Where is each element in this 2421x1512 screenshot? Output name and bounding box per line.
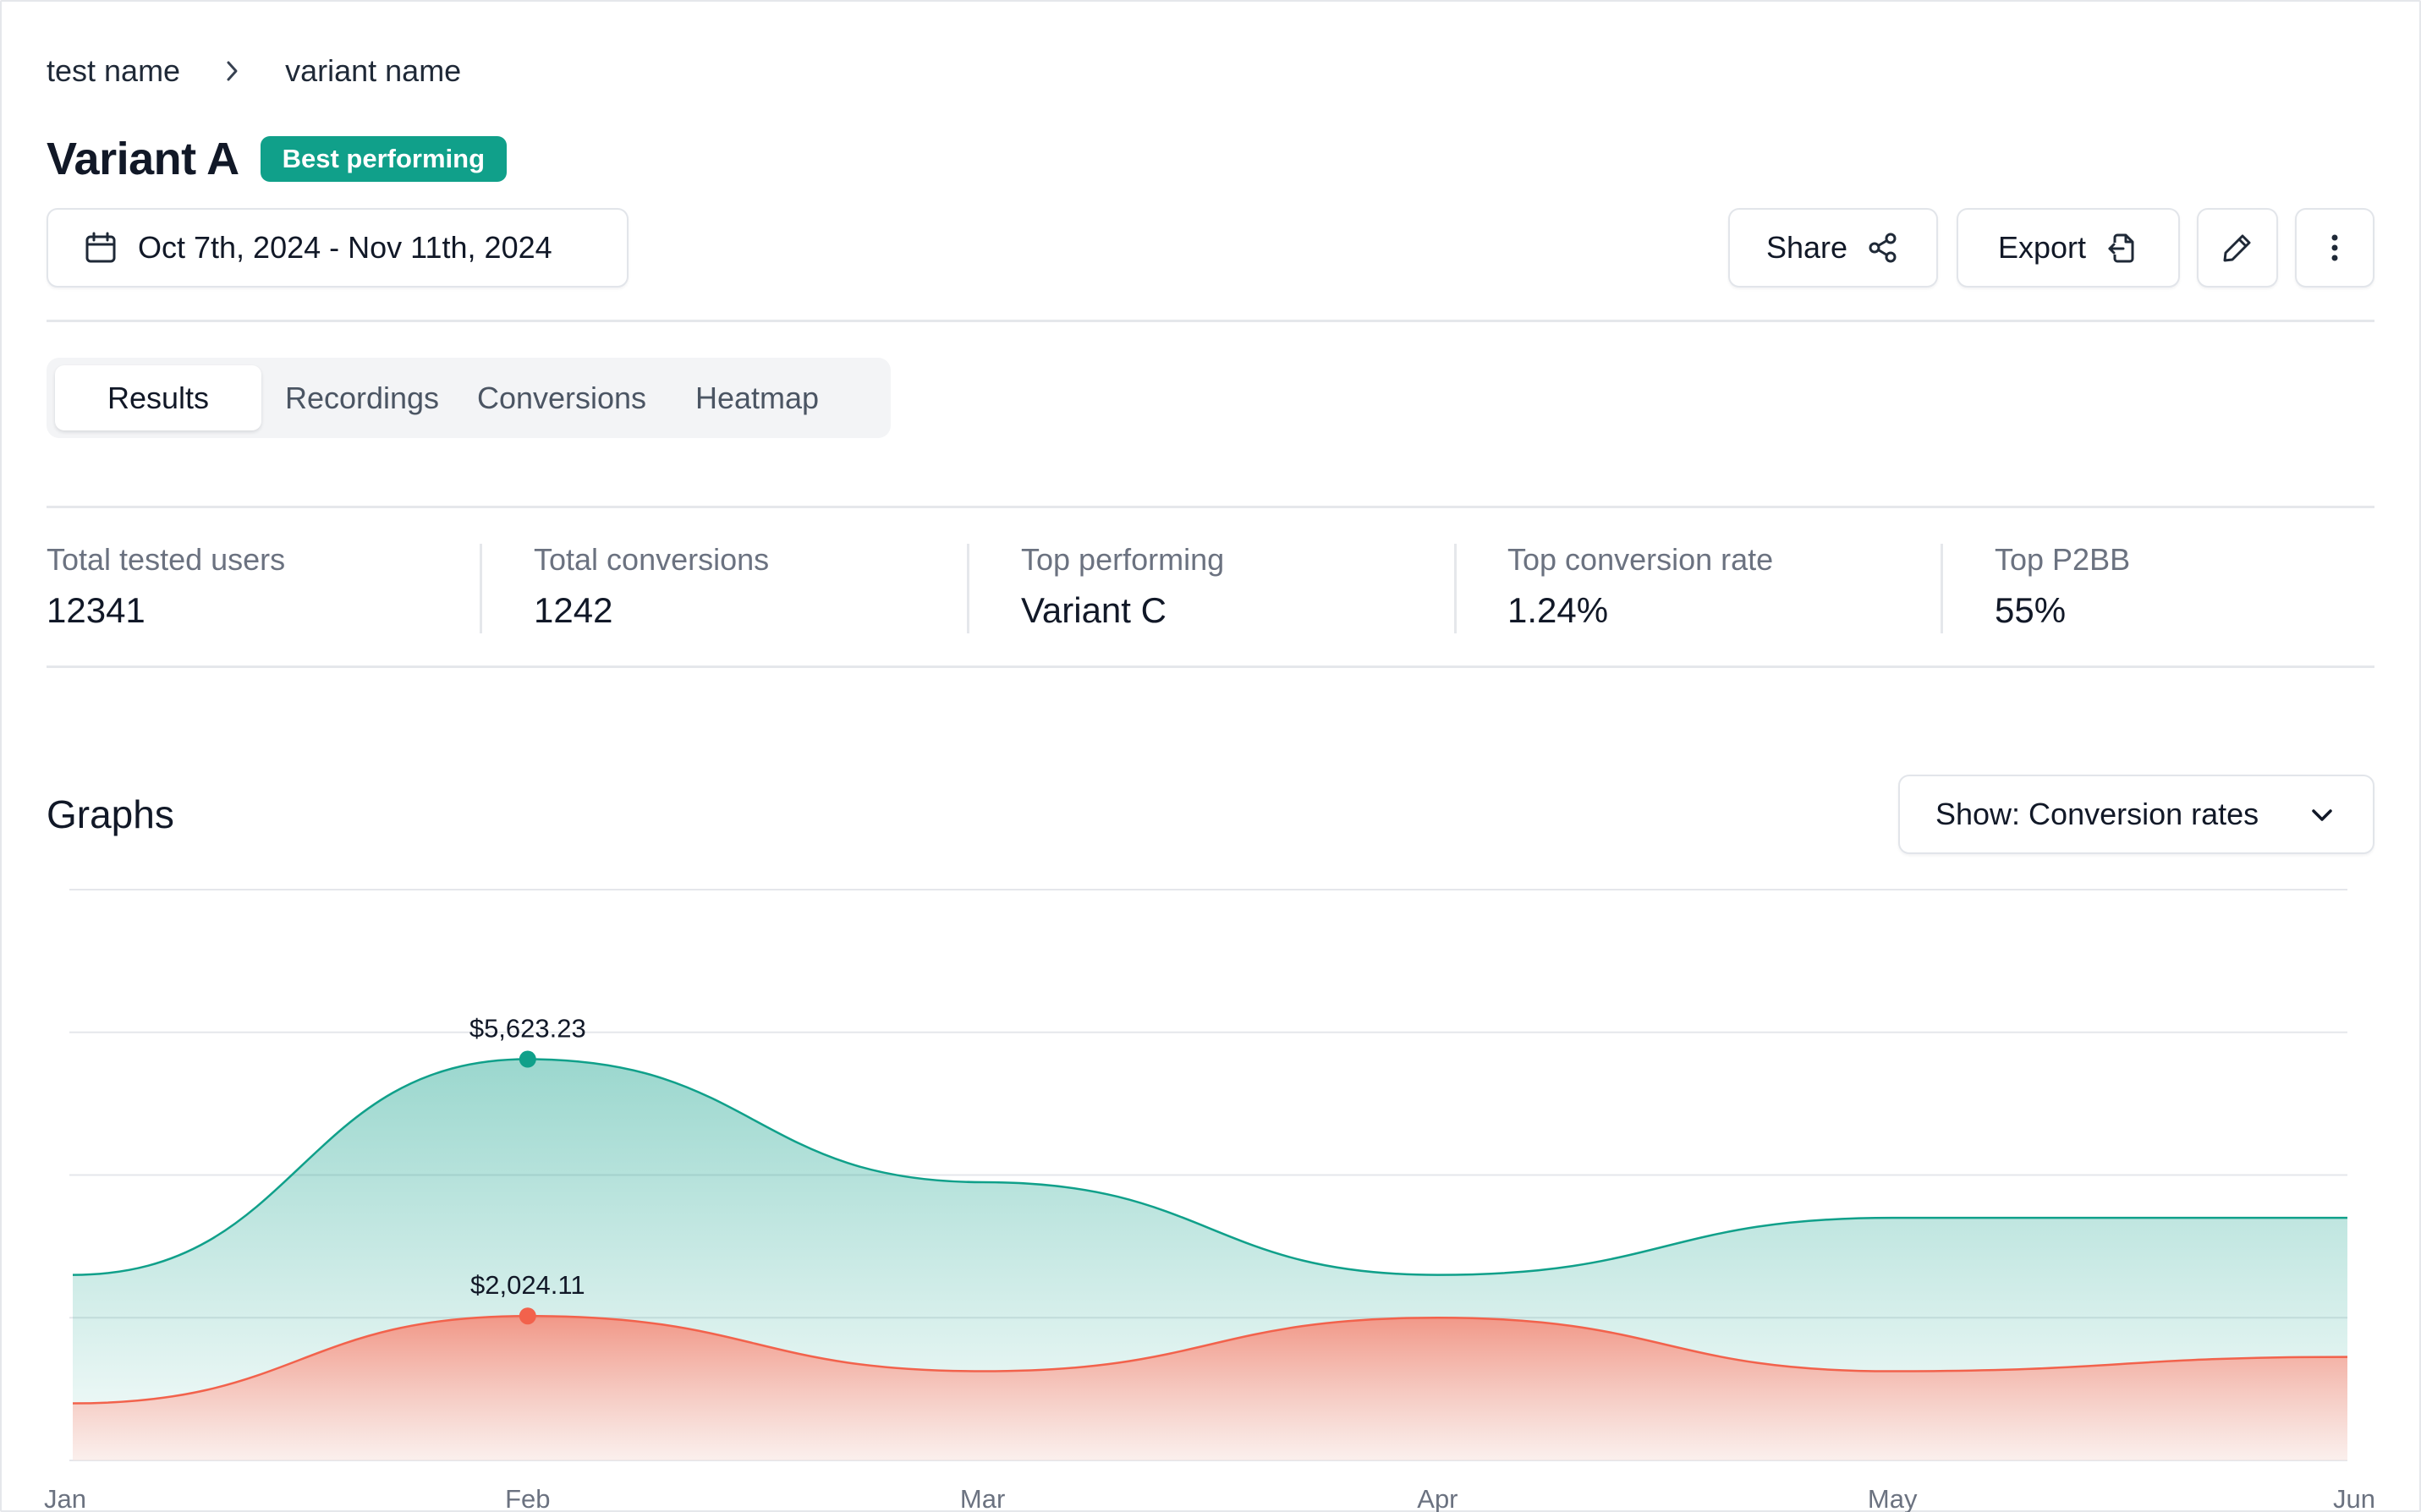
series-line-2 xyxy=(72,1314,2348,1405)
stat-label: Total tested users xyxy=(47,542,286,577)
export-icon xyxy=(2105,231,2138,265)
share-button[interactable]: Share xyxy=(1728,208,1938,288)
export-label: Export xyxy=(1997,230,2087,265)
stat-label: Top P2BB xyxy=(1995,542,2131,577)
tab-heatmap[interactable]: Heatmap xyxy=(694,380,820,415)
chevron-right-icon xyxy=(216,59,250,83)
stat-total-conversions: Total conversions 1242 xyxy=(534,541,769,636)
status-badge: Best performing xyxy=(260,136,508,182)
series-area-2 xyxy=(73,1316,2347,1460)
tab-bar: Results Recordings Conversions Heatmap xyxy=(47,358,891,438)
share-label: Share xyxy=(1765,230,1848,265)
date-range-picker[interactable]: Oct 7th, 2024 - Nov 11th, 2024 xyxy=(47,208,629,288)
show-metric-dropdown[interactable]: Show: Conversion rates xyxy=(1898,775,2374,854)
stat-top-p2bb: Top P2BB 55% xyxy=(1995,541,2130,636)
breadcrumb-parent-link[interactable]: test name xyxy=(47,53,181,88)
date-range-label: Oct 7th, 2024 - Nov 11th, 2024 xyxy=(138,230,552,265)
page-header: Variant A Best performing xyxy=(47,131,508,187)
tab-conversions[interactable]: Conversions xyxy=(476,380,647,415)
highlight-point-2[interactable] xyxy=(519,1307,536,1325)
stats-top-divider xyxy=(47,506,2374,508)
show-metric-label: Show: Conversion rates xyxy=(1935,797,2259,831)
tab-results[interactable]: Results xyxy=(55,365,261,430)
stat-divider xyxy=(1941,544,1943,633)
data-label-1: $5,623.23 xyxy=(469,1014,586,1044)
stat-divider xyxy=(480,544,482,633)
header-divider xyxy=(47,320,2374,322)
x-tick-label: Apr xyxy=(1417,1484,1458,1512)
stat-label: Total conversions xyxy=(534,542,770,577)
tab-recordings[interactable]: Recordings xyxy=(284,380,440,415)
x-tick-label: Mar xyxy=(960,1484,1005,1512)
x-tick-label: May xyxy=(1868,1484,1918,1512)
stats-bottom-divider xyxy=(47,666,2374,668)
calendar-icon xyxy=(84,231,118,265)
edit-button[interactable] xyxy=(2197,208,2278,288)
stat-total-tested-users: Total tested users 12341 xyxy=(47,541,285,636)
export-button[interactable]: Export xyxy=(1957,208,2180,288)
breadcrumb-current: variant name xyxy=(285,53,462,88)
stat-value: 55% xyxy=(1995,590,2067,630)
share-icon xyxy=(1866,231,1900,265)
more-vertical-icon xyxy=(2329,231,2341,265)
x-tick-label: Jun xyxy=(2333,1484,2375,1512)
highlight-point-1[interactable] xyxy=(519,1050,536,1068)
stat-value: 1242 xyxy=(534,590,613,630)
stat-value: 12341 xyxy=(47,590,145,630)
graphs-title: Graphs xyxy=(47,792,174,836)
data-label-2: $2,024.11 xyxy=(470,1270,585,1300)
chevron-down-icon xyxy=(2308,802,2336,829)
breadcrumb: test name variant name xyxy=(47,52,461,90)
x-tick-label: Feb xyxy=(505,1484,550,1512)
series-line-1 xyxy=(72,1058,2347,1276)
stat-value: 1.24% xyxy=(1507,590,1609,630)
stat-value: Variant C xyxy=(1021,590,1167,630)
stat-top-performing: Top performing Variant C xyxy=(1021,541,1224,636)
stat-label: Top conversion rate xyxy=(1507,542,1774,577)
more-options-button[interactable] xyxy=(2295,208,2374,288)
stat-divider xyxy=(967,544,969,633)
pencil-icon xyxy=(2221,231,2254,265)
stat-top-conversion-rate: Top conversion rate 1.24% xyxy=(1507,541,1773,636)
page-title: Variant A xyxy=(47,134,239,184)
x-tick-label: Jan xyxy=(44,1484,86,1512)
stat-label: Top performing xyxy=(1021,542,1225,577)
stat-divider xyxy=(1454,544,1457,633)
